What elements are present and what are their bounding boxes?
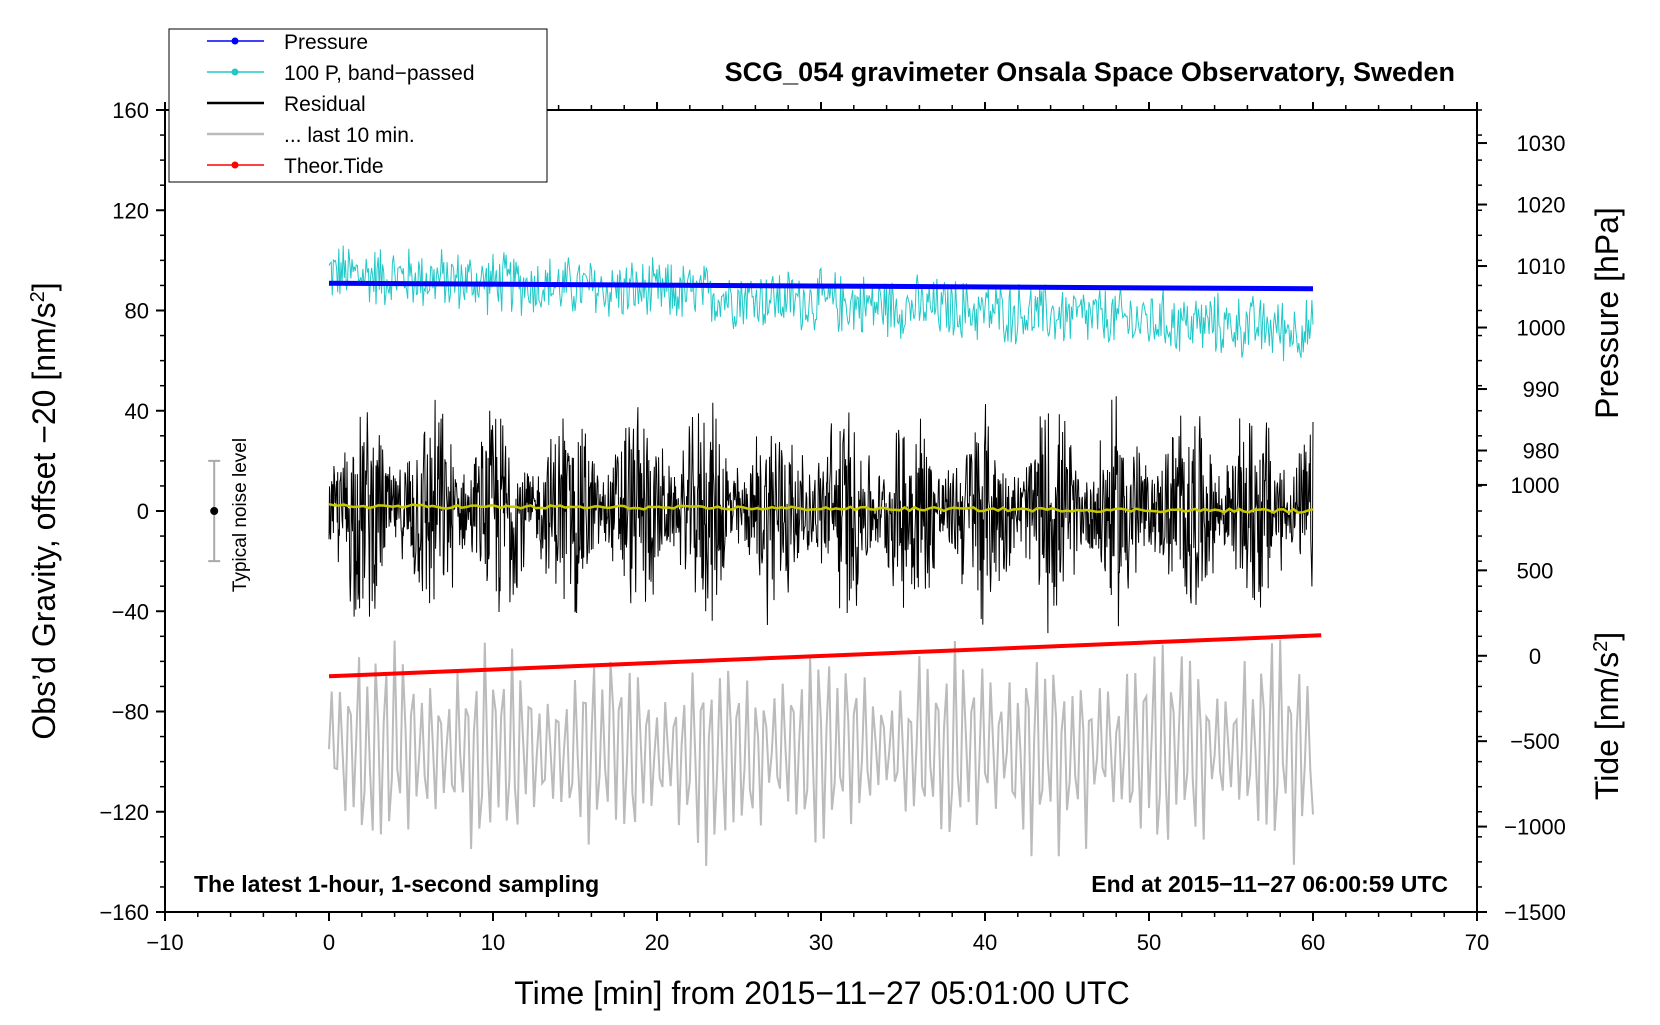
legend: Pressure 100 P, band−passed Residual ... la… <box>168 28 548 183</box>
x-tick-label: 20 <box>645 930 669 955</box>
pressure-tick-label: 1030 <box>1517 131 1566 156</box>
tide-tick-label: 0 <box>1529 644 1541 669</box>
x-tick-label: 30 <box>809 930 833 955</box>
chart-title: SCG_054 gravimeter Onsala Space Observat… <box>725 57 1455 87</box>
legend-item-label: 100 P, band−passed <box>284 62 475 85</box>
x-axis-title: Time [min] from 2015−11−27 05:01:00 UTC <box>514 975 1129 1011</box>
tide-axis-title-main: Tide [nm/s <box>1589 652 1625 800</box>
tide-tick-label: −1000 <box>1504 815 1566 840</box>
series-layer <box>328 245 1322 866</box>
x-tick-label: 40 <box>973 930 997 955</box>
noise-level-marker <box>208 459 221 563</box>
y-tick-label: −160 <box>99 900 149 925</box>
series-theoretical-tide <box>328 633 1322 679</box>
series-pressure <box>328 280 1314 292</box>
pressure-tick-label: 1000 <box>1517 316 1566 341</box>
series-residual-smoothed <box>328 502 1314 515</box>
y-tick-label: −40 <box>112 599 149 624</box>
tide-axis-title-sup: 2 <box>1590 641 1612 652</box>
pressure-tick-label: 990 <box>1523 377 1560 402</box>
y-tick-label: −80 <box>112 700 149 725</box>
axis-layer: −10 0 10 20 30 40 50 60 70−160−120−80−4004080120… <box>99 98 1565 955</box>
y-tick-label: 120 <box>112 198 149 223</box>
y-tick-label: −120 <box>99 800 149 825</box>
y-tick-label: 40 <box>125 399 149 424</box>
tide-axis-title: Tide [nm/s2] <box>1589 632 1625 800</box>
x-tick-label: −10 <box>146 930 183 955</box>
tide-tick-label: 1000 <box>1511 473 1560 498</box>
note-end-time: End at 2015−11−27 06:00:59 UTC <box>1091 871 1448 897</box>
y-tick-label: 0 <box>137 499 149 524</box>
y-axis-title-main: Obs’d Gravity, offset −20 [nm/s <box>26 302 62 739</box>
series-last-10-min <box>328 639 1314 866</box>
y-axis-title: Obs’d Gravity, offset −20 [nm/s2] <box>26 282 62 739</box>
x-tick-label: 70 <box>1465 930 1489 955</box>
noise-level-label: Typical noise level <box>230 438 251 592</box>
note-sampling: The latest 1-hour, 1-second sampling <box>194 871 599 897</box>
pressure-tick-label: 1020 <box>1517 193 1566 218</box>
legend-swatch-marker <box>231 37 239 45</box>
x-tick-label: 10 <box>481 930 505 955</box>
legend-swatch-marker <box>231 161 239 169</box>
legend-item-label: Residual <box>284 93 366 116</box>
x-tick-label: 50 <box>1137 930 1161 955</box>
legend-box <box>168 28 548 183</box>
tide-tick-label: −500 <box>1510 729 1560 754</box>
legend-item-label: Theor.Tide <box>284 155 384 178</box>
series-band-passed-pressure <box>328 245 1314 362</box>
y-axis-title-close: ] <box>26 282 62 291</box>
y-tick-label: 160 <box>112 98 149 123</box>
legend-swatch-marker <box>231 68 239 76</box>
x-tick-label: 60 <box>1301 930 1325 955</box>
y-axis-title-sup: 2 <box>27 291 49 302</box>
series-residual <box>328 396 1314 634</box>
pressure-tick-label: 980 <box>1523 439 1560 464</box>
legend-item-label: Pressure <box>284 31 368 54</box>
y-tick-label: 80 <box>125 299 149 324</box>
x-tick-label: 0 <box>323 930 335 955</box>
legend-item-label: ... last 10 min. <box>284 124 415 147</box>
tide-axis-title-close: ] <box>1589 632 1625 641</box>
pressure-tick-label: 1010 <box>1517 254 1566 279</box>
tide-tick-label: 500 <box>1517 558 1554 583</box>
tide-tick-label: −1500 <box>1504 900 1566 925</box>
noise-bar-center-dot <box>210 507 219 515</box>
pressure-axis-title: Pressure [hPa] <box>1589 207 1625 419</box>
